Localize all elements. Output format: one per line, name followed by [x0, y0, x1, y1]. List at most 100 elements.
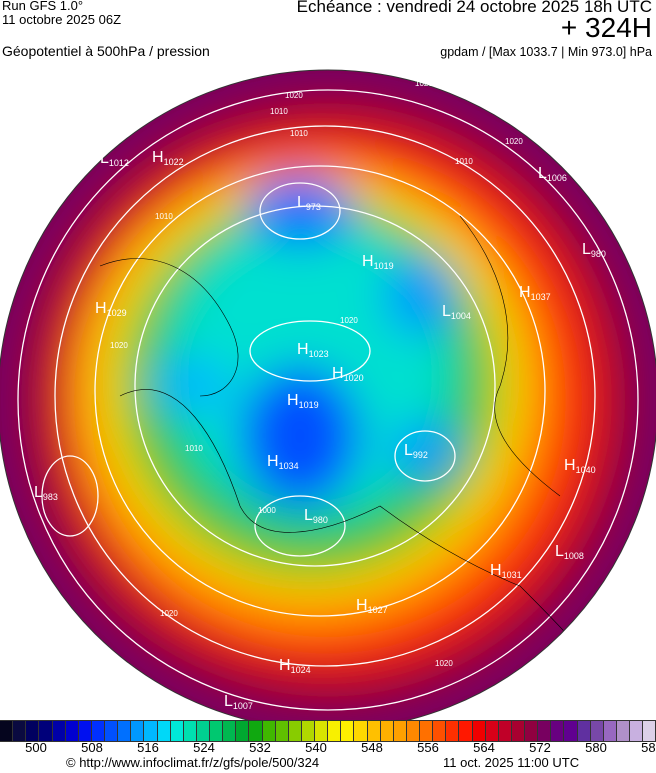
colorbar-tick: 500 [25, 740, 47, 755]
colorbar-cell [590, 721, 604, 741]
colorbar-cell [223, 721, 237, 741]
colorbar-cell [485, 721, 499, 741]
colorbar-cell [52, 721, 66, 741]
colorbar-cell [603, 721, 617, 741]
run-date: 11 octobre 2025 06Z [2, 12, 122, 27]
colorbar-cell [144, 721, 158, 741]
colorbar-tick: 532 [249, 740, 271, 755]
pressure-center-low: L1012 [100, 150, 129, 168]
copyright-link[interactable]: © http://www.infoclimat.fr/z/gfs/pole/50… [66, 755, 320, 770]
pressure-center-high: H1029 [95, 300, 127, 318]
colorbar-cell [65, 721, 79, 741]
colorbar-cell [511, 721, 525, 741]
colorbar-cell [446, 721, 460, 741]
isobar-label: 1020 [435, 659, 453, 668]
colorbar-cell [393, 721, 407, 741]
colorbar-cell [538, 721, 552, 741]
colorbar-cell [354, 721, 368, 741]
colorbar-cell [131, 721, 145, 741]
isobar-label: 1020 [340, 316, 358, 325]
isobar-label: 1020 [505, 137, 523, 146]
colorbar-cell [26, 721, 40, 741]
pressure-center-high: H1023 [297, 341, 329, 359]
colorbar-cell [380, 721, 394, 741]
colorbar-tick: 572 [529, 740, 551, 755]
colorbar-cell [157, 721, 171, 741]
pressure-center-high: H1019 [362, 253, 394, 271]
polar-map: L1012 H1022 L973 L1006 H1019 L980 H1037 H1029 L1… [0, 69, 656, 720]
pressure-center-low: L973 [297, 194, 321, 212]
isobar-label: 1020 [415, 79, 433, 88]
colorbar-cell [367, 721, 381, 741]
colorbar-cell [0, 721, 14, 741]
isobar-label: 1020 [285, 91, 303, 100]
colorbar-cell [472, 721, 486, 741]
colorbar-cell [170, 721, 184, 741]
pressure-center-low: L992 [404, 442, 428, 460]
colorbar-tick: 588 [641, 740, 656, 755]
colorbar-cell [78, 721, 92, 741]
colorbar-cell [210, 721, 224, 741]
colorbar-cell [275, 721, 289, 741]
map-title: Géopotentiel à 500hPa / pression [2, 43, 210, 59]
isobar-label: 1020 [110, 341, 128, 350]
colorbar-cell [328, 721, 342, 741]
colorbar-cell [433, 721, 447, 741]
colorbar-cell [118, 721, 132, 741]
colorbar-cell [183, 721, 197, 741]
colorbar-cell [13, 721, 27, 741]
colorbar-tick: 508 [81, 740, 103, 755]
pressure-center-low: L980 [582, 241, 606, 259]
isobar-label: 1010 [270, 107, 288, 116]
colorbar-cell [91, 721, 105, 741]
pressure-center-high: H1037 [519, 284, 551, 302]
isobar-label: 1020 [160, 609, 178, 618]
isobars [17, 89, 639, 711]
pressure-center-high: H1024 [279, 657, 311, 675]
generated-time: 11 oct. 2025 11:00 UTC [443, 755, 580, 770]
colorbar-tick: 540 [305, 740, 327, 755]
colorbar-cell [39, 721, 53, 741]
isobar-label: 1010 [290, 129, 308, 138]
isobar-label: 1010 [155, 212, 173, 221]
colorbar-cell [459, 721, 473, 741]
pressure-center-low: L1006 [538, 165, 567, 183]
pressure-center-high: H1020 [332, 365, 364, 383]
colorbar-cell [564, 721, 578, 741]
colorbar-cell [630, 721, 644, 741]
colorbar-cell [341, 721, 355, 741]
pressure-center-high: H1022 [152, 149, 184, 167]
colorbar-tick: 556 [417, 740, 439, 755]
colorbar-cell [301, 721, 315, 741]
colorbar-cell [196, 721, 210, 741]
pressure-center-high: H1019 [287, 392, 319, 410]
colorbar-tick: 524 [193, 740, 215, 755]
colorbar-tick: 548 [361, 740, 383, 755]
pressure-center-high: H1027 [356, 597, 388, 615]
pressure-center-low: L980 [304, 507, 328, 525]
colorbar-cell [498, 721, 512, 741]
forecast-hour: + 324H [560, 12, 652, 43]
colorbar [0, 720, 656, 742]
colorbar-cell [105, 721, 119, 741]
colorbar-cell [551, 721, 565, 741]
run-label: Run GFS 1.0° [2, 0, 84, 13]
colorbar-cell [406, 721, 420, 741]
colorbar-cell [525, 721, 539, 741]
colorbar-cell [249, 721, 263, 741]
colorbar-cell [577, 721, 591, 741]
colorbar-tick: 580 [585, 740, 607, 755]
pressure-center-high: H1034 [267, 453, 299, 471]
colorbar-cell [643, 721, 656, 741]
colorbar-cell [288, 721, 302, 741]
units-range: gpdam / [Max 1033.7 | Min 973.0] hPa [440, 45, 652, 59]
isobar-label: 1010 [185, 444, 203, 453]
pressure-center-low: L1008 [555, 543, 584, 561]
isobar-label: 1000 [258, 506, 276, 515]
colorbar-cell [262, 721, 276, 741]
height-field [0, 70, 656, 720]
pressure-center-high: H1031 [490, 562, 522, 580]
pressure-center-low: L983 [34, 484, 58, 502]
isobar-label: 1010 [455, 157, 473, 166]
